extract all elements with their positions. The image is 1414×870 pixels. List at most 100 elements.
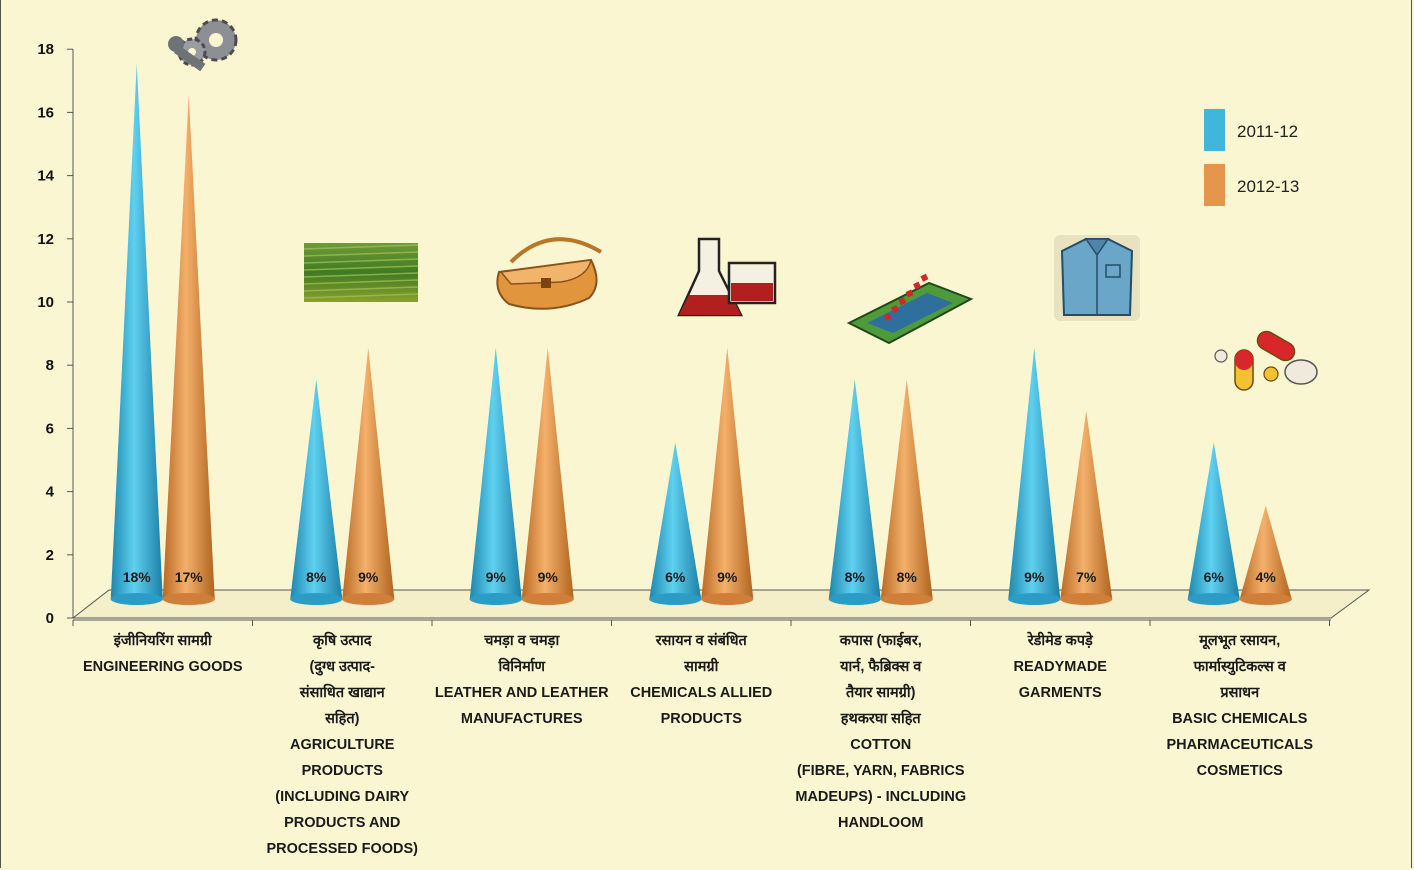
category-label-line: रेडीमेड कपड़े bbox=[1027, 633, 1093, 649]
cone-body bbox=[162, 94, 215, 606]
category-label-line: तैयार सामग्री) bbox=[846, 685, 916, 701]
shirt-icon bbox=[1054, 235, 1140, 321]
cone-base bbox=[110, 593, 163, 605]
y-tick-label: 18 bbox=[37, 41, 54, 58]
legend-swatch bbox=[1204, 109, 1225, 151]
cone-blue-2 bbox=[469, 347, 522, 605]
category-label: कृषि उत्पाद (दुग्ध उत्पाद- संसाधित खाद्यान… bbox=[254, 628, 430, 862]
lab-flask-icon bbox=[677, 237, 777, 317]
category-label-line: हथकरघा सहित bbox=[840, 711, 921, 727]
y-tick-label: 4 bbox=[46, 484, 55, 501]
category-label-line: PRODUCTS bbox=[660, 711, 742, 727]
category-label-line: (INCLUDING DAIRY bbox=[275, 789, 410, 805]
category-label: मूलभूत रसायन, फार्मास्युटिकल्स व प्रसाधन BA… bbox=[1152, 628, 1328, 784]
leather-bag-icon bbox=[496, 237, 603, 310]
legend-label: 2012-13 bbox=[1237, 177, 1299, 196]
category-label: चमड़ा व चमड़ा विनिर्माण LEATHER AND LEATHE… bbox=[434, 628, 610, 732]
category-label-line: मूलभूत रसायन, bbox=[1199, 633, 1281, 649]
y-tick-label: 6 bbox=[46, 420, 54, 437]
data-label: 9% bbox=[486, 569, 507, 585]
data-label: 9% bbox=[358, 569, 379, 585]
cone-body bbox=[1060, 410, 1113, 605]
cone-base bbox=[1187, 593, 1240, 605]
category-label-line: LEATHER AND LEATHER bbox=[434, 685, 609, 701]
cone-blue-1 bbox=[290, 379, 343, 605]
category-label-line: MADEUPS) - INCLUDING bbox=[795, 789, 967, 805]
data-label: 6% bbox=[665, 569, 686, 585]
crop-field-icon bbox=[303, 243, 419, 302]
y-tick-label: 2 bbox=[46, 547, 54, 564]
y-tick-label: 8 bbox=[46, 357, 54, 374]
cone-body bbox=[1239, 505, 1292, 605]
data-label: 9% bbox=[538, 569, 559, 585]
category-label: कपास (फाईबर, यार्न, फैब्रिक्स व तैयार सामग… bbox=[793, 628, 969, 836]
cone-base bbox=[1239, 593, 1292, 605]
cone-base bbox=[880, 593, 933, 605]
cone-base bbox=[290, 593, 343, 605]
category-label-line: फार्मास्युटिकल्स व bbox=[1193, 659, 1286, 675]
cone-orange-6 bbox=[1239, 505, 1292, 605]
data-label: 17% bbox=[175, 569, 204, 585]
cone-body bbox=[110, 63, 163, 605]
category-label-line: CHEMICALS ALLIED bbox=[630, 685, 773, 701]
data-label: 8% bbox=[306, 569, 327, 585]
cone-base bbox=[649, 593, 702, 605]
category-label-line: यार्न, फैब्रिक्स व bbox=[840, 659, 922, 675]
data-label: 6% bbox=[1204, 569, 1225, 585]
y-tick-label: 16 bbox=[37, 104, 54, 121]
cone-body bbox=[521, 347, 574, 605]
category-label-line: रसायन व संबंधित bbox=[655, 633, 747, 649]
category-label-line: PROCESSED FOODS) bbox=[266, 841, 418, 857]
category-label-line: सामग्री bbox=[684, 659, 719, 675]
cone-body bbox=[649, 442, 702, 605]
category-label-line: ENGINEERING GOODS bbox=[82, 659, 243, 675]
cone-blue-0 bbox=[110, 63, 163, 605]
cone-blue-4 bbox=[828, 379, 881, 605]
cone-base bbox=[701, 593, 754, 605]
cone-body bbox=[701, 347, 754, 605]
cone-body bbox=[469, 347, 522, 605]
category-label-line: BASIC CHEMICALS bbox=[1172, 711, 1308, 727]
category-label-line: (FIBRE, YARN, FABRICS bbox=[796, 763, 965, 779]
cone-body bbox=[1187, 442, 1240, 605]
y-tick-label: 12 bbox=[37, 231, 54, 248]
y-tick-label: 14 bbox=[37, 168, 54, 185]
category-label-line: MANUFACTURES bbox=[460, 711, 583, 727]
cone-blue-6 bbox=[1187, 442, 1240, 605]
category-label-line: PRODUCTS bbox=[301, 763, 383, 779]
carpet-icon bbox=[846, 273, 974, 345]
y-tick-label: 10 bbox=[37, 294, 54, 311]
legend-label: 2011-12 bbox=[1237, 122, 1298, 141]
legend-swatch bbox=[1204, 164, 1225, 206]
category-label-line: सहित) bbox=[325, 711, 360, 727]
category-label-line: (दुग्ध उत्पाद- bbox=[309, 659, 376, 675]
cone-blue-5 bbox=[1008, 347, 1061, 605]
cone-base bbox=[828, 593, 881, 605]
data-label: 8% bbox=[845, 569, 866, 585]
category-label: इंजीनियरिंग सामग्री ENGINEERING GOODS bbox=[75, 628, 251, 680]
data-label: 8% bbox=[897, 569, 918, 585]
cone-body bbox=[880, 379, 933, 605]
category-label-line: इंजीनियरिंग सामग्री bbox=[113, 633, 212, 649]
pills-icon bbox=[1214, 330, 1318, 391]
data-label: 9% bbox=[717, 569, 738, 585]
cone-base bbox=[1008, 593, 1061, 605]
cone-base bbox=[521, 593, 574, 605]
cone-orange-5 bbox=[1060, 410, 1113, 605]
cone-base bbox=[342, 593, 395, 605]
data-label: 18% bbox=[123, 569, 152, 585]
category-label: रसायन व संबंधित सामग्री CHEMICALS ALLIED PR… bbox=[613, 628, 789, 732]
cone-blue-3 bbox=[649, 442, 702, 605]
cone-orange-0 bbox=[162, 94, 215, 606]
category-label: रेडीमेड कपड़े READYMADE GARMENTS bbox=[972, 628, 1148, 706]
category-label-line: COTTON bbox=[850, 737, 912, 753]
cone-body bbox=[828, 379, 881, 605]
cone-base bbox=[469, 593, 522, 605]
cone-body bbox=[1008, 347, 1061, 605]
cone-base bbox=[162, 593, 215, 605]
category-label-line: कपास (फाईबर, bbox=[839, 633, 922, 649]
cone-orange-2 bbox=[521, 347, 574, 605]
category-label-line: AGRICULTURE bbox=[290, 737, 395, 753]
